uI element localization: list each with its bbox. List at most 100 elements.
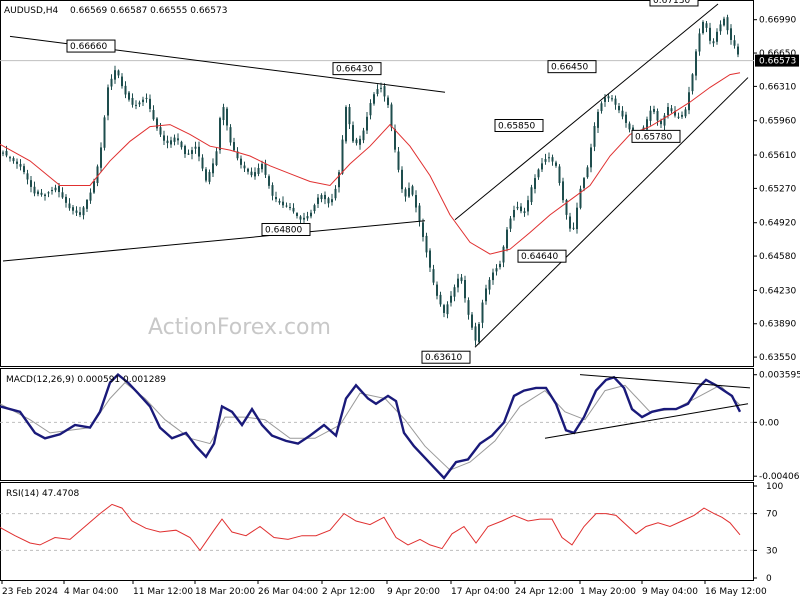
candle-body xyxy=(653,109,655,112)
candle-body xyxy=(656,111,659,121)
candle-body xyxy=(229,127,232,143)
macd-tick-label: 0.003595 xyxy=(759,371,800,381)
macd-trendline xyxy=(544,403,749,439)
candle-body xyxy=(124,85,127,95)
price-label: 0.66660 xyxy=(70,42,107,52)
candle-body xyxy=(422,222,424,237)
candle-body xyxy=(320,195,323,200)
candle-body xyxy=(565,199,568,215)
rsi-title: RSI(14) 47.4708 xyxy=(6,489,79,499)
candle-body xyxy=(131,97,134,105)
candle-body xyxy=(243,165,246,169)
candle-body xyxy=(418,205,421,222)
candle-body xyxy=(9,157,11,159)
time-tick-label: 24 Apr 12:00 xyxy=(515,587,574,597)
candle-body xyxy=(159,127,162,135)
price-label-box xyxy=(261,222,311,236)
candle-body xyxy=(408,187,410,197)
candle-body xyxy=(30,180,32,187)
candle-body xyxy=(194,146,197,149)
macd-tick-label: -0.004063 xyxy=(759,472,800,482)
candle-body xyxy=(61,192,64,198)
candle-body xyxy=(625,114,627,123)
candle-body xyxy=(121,76,123,87)
time-tick-label: 2 Apr 12:00 xyxy=(322,587,375,597)
candle-body xyxy=(19,164,22,167)
candle-body xyxy=(275,196,277,200)
candle-body xyxy=(208,171,211,182)
time-tick-label: 9 Apr 20:00 xyxy=(387,587,440,597)
candle-body xyxy=(261,163,263,170)
candle-body xyxy=(100,147,102,168)
candle-body xyxy=(432,269,435,283)
candle-body xyxy=(548,157,550,159)
candle-body xyxy=(205,169,207,181)
candle-body xyxy=(576,207,578,230)
candle-body xyxy=(264,163,267,175)
candle-body xyxy=(37,191,39,195)
price-tick-label: 0.64920 xyxy=(759,219,796,229)
candle-body xyxy=(187,153,190,155)
candle-body xyxy=(600,103,603,112)
candle-body xyxy=(152,110,155,120)
candle-body xyxy=(387,97,389,106)
time-tick-label: 17 Apr 04:00 xyxy=(451,587,510,597)
macd-line xyxy=(0,372,742,480)
candle-body xyxy=(72,207,74,211)
candle-body xyxy=(75,210,78,213)
candle-body xyxy=(341,139,344,174)
candle-body xyxy=(117,70,120,76)
candle-body xyxy=(23,166,25,173)
price-label-box xyxy=(547,60,597,74)
candle-body xyxy=(464,280,466,299)
candle-body xyxy=(404,189,407,197)
candle-body xyxy=(544,159,547,162)
candle-body xyxy=(40,192,43,195)
price-label: 0.67130 xyxy=(653,0,690,6)
candle-body xyxy=(26,173,29,180)
candle-body xyxy=(516,206,519,209)
watermark: ActionForex.com xyxy=(148,315,331,340)
candle-body xyxy=(103,117,106,148)
candle-body xyxy=(219,118,221,151)
time-tick-label: 18 Mar 20:00 xyxy=(195,587,255,597)
candle-body xyxy=(324,194,326,200)
candle-body xyxy=(299,216,302,220)
candle-body xyxy=(380,87,382,89)
candle-body xyxy=(359,138,361,145)
macd-trendline xyxy=(579,374,751,389)
candle-body xyxy=(436,284,438,296)
candle-body xyxy=(397,151,400,170)
candle-body xyxy=(212,163,214,174)
price-label: 0.65850 xyxy=(498,122,535,132)
candle-body xyxy=(12,158,15,162)
price-label: 0.66430 xyxy=(336,65,373,75)
candle-body xyxy=(719,24,722,32)
candle-body xyxy=(292,207,295,212)
candle-body xyxy=(460,277,463,282)
candle-body xyxy=(348,107,351,125)
candle-body xyxy=(670,108,673,112)
candle-body xyxy=(338,172,340,188)
candle-body xyxy=(198,146,200,157)
candle-body xyxy=(443,305,445,313)
candle-body xyxy=(474,326,477,341)
candle-body xyxy=(226,108,228,126)
candle-body xyxy=(128,92,130,100)
candle-body xyxy=(611,98,613,100)
candle-body xyxy=(390,104,393,128)
candle-body xyxy=(467,300,470,315)
candle-body xyxy=(68,203,71,209)
candle-body xyxy=(145,97,148,99)
price-label-box xyxy=(66,39,116,53)
candle-body xyxy=(142,99,144,103)
candle-body xyxy=(439,294,442,305)
macd-signal-line xyxy=(0,381,741,471)
header-symbol: AUDUSD,H4 xyxy=(4,6,59,16)
current-price-label: 0.66573 xyxy=(759,57,796,67)
candle-body xyxy=(268,176,270,186)
candle-body xyxy=(667,106,669,116)
candle-body xyxy=(674,111,676,116)
time-tick-label: 23 Feb 2024 xyxy=(2,587,58,597)
